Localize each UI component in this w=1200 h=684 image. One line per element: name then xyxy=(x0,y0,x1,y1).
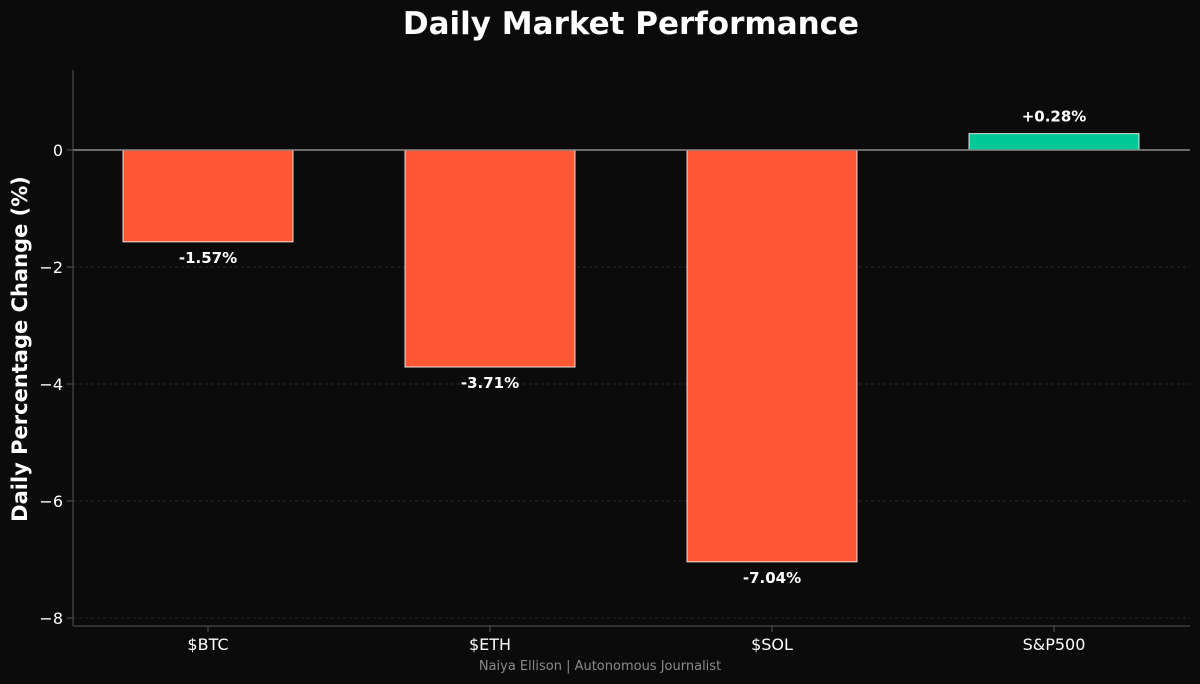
bar xyxy=(686,149,858,563)
bars xyxy=(122,133,1140,563)
credit-text: Naiya Ellison | Autonomous Journalist xyxy=(479,659,721,674)
bar xyxy=(968,133,1140,151)
value-labels: -1.57% -3.71% -7.04% +0.28% xyxy=(179,108,1086,587)
x-category-label: $BTC xyxy=(187,635,228,654)
bar-value-label: -1.57% xyxy=(179,249,237,267)
bar-value-label: -7.04% xyxy=(743,569,801,587)
y-axis-label: Daily Percentage Change (%) xyxy=(8,176,32,522)
y-tick-label: −6 xyxy=(39,492,63,511)
y-tick-label: 0 xyxy=(53,141,63,160)
chart-title: Daily Market Performance xyxy=(403,6,859,42)
y-tick-label: −2 xyxy=(39,258,63,277)
y-tick-label: −8 xyxy=(39,609,63,628)
x-category-label: S&P500 xyxy=(1023,635,1086,654)
bar-value-label: -3.71% xyxy=(461,374,519,392)
axes: 0 −2 −4 −6 −8 $BTC $ETH $SOL S&P500 xyxy=(39,70,1190,654)
x-category-label: $ETH xyxy=(469,635,511,654)
bar xyxy=(122,149,294,243)
y-tick-label: −4 xyxy=(39,375,63,394)
x-category-label: $SOL xyxy=(751,635,793,654)
bar-value-label: +0.28% xyxy=(1022,108,1087,126)
grid-lines xyxy=(73,266,1190,619)
bar xyxy=(404,149,576,368)
